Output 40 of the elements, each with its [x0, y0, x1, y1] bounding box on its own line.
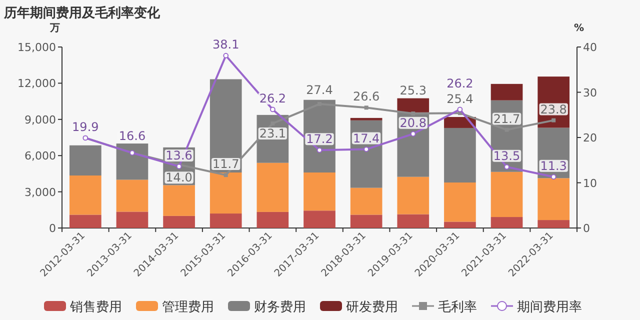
y2-tick-label: 20: [583, 132, 597, 144]
y2-tick-label: 10: [583, 176, 597, 190]
data-label: 27.4: [306, 83, 333, 98]
y2-tick-label: 0: [583, 222, 590, 235]
y-tick-label: 15,000: [18, 41, 56, 54]
y-tick-label: 3,000: [24, 186, 56, 199]
data-label: 20.8: [400, 116, 426, 130]
data-label: 25.3: [400, 84, 426, 98]
y2-tick-label: 30: [583, 86, 597, 100]
data-label: 21.7: [493, 112, 520, 126]
y2-axis-title: %: [574, 23, 584, 34]
data-label: 25.4: [446, 92, 474, 106]
data-label: 11.7: [212, 157, 240, 172]
y-tick-label: 12,000: [18, 77, 56, 90]
data-label: 17.4: [352, 131, 380, 146]
data-label: 26.6: [352, 90, 380, 104]
data-label: 13.6: [166, 148, 192, 162]
data-label: 16.6: [118, 128, 146, 143]
data-label: 17.2: [306, 132, 333, 146]
legend-label: 管理费用: [162, 300, 214, 315]
legend-label: 销售费用: [69, 300, 122, 315]
y-axis-title: 万: [49, 23, 60, 34]
y-tick-label: 6,000: [24, 150, 56, 163]
data-label: 23.1: [259, 126, 286, 140]
y2-tick-label: 40: [583, 41, 597, 54]
chart-title: 历年期间费用及毛利率变化: [3, 5, 161, 21]
legend-label: 毛利率: [438, 299, 477, 315]
data-label: 14.0: [166, 170, 192, 185]
legend-label: 财务费用: [254, 300, 306, 315]
data-label: 38.1: [212, 38, 240, 52]
data-label: 11.3: [540, 158, 567, 173]
legend-label: 期间费用率: [517, 299, 582, 315]
legend-label: 研发费用: [346, 300, 398, 315]
data-label: 23.8: [540, 102, 567, 116]
y-tick-label: 0: [49, 222, 56, 235]
data-label: 13.5: [493, 148, 520, 163]
data-label: 26.2: [446, 76, 474, 90]
data-label: 19.9: [72, 120, 99, 134]
data-label: 26.2: [259, 91, 286, 106]
y-tick-label: 9,000: [24, 113, 56, 126]
